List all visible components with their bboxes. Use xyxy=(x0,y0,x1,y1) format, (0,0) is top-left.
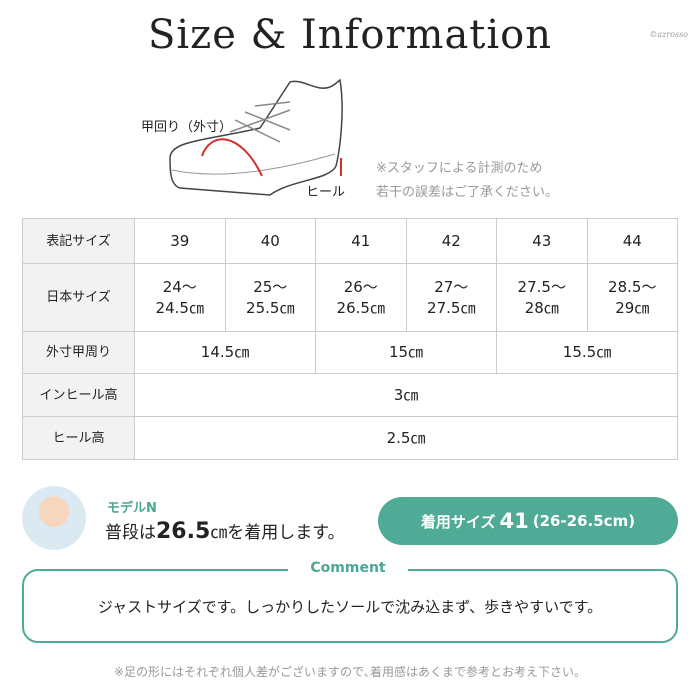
instep-measure-line xyxy=(201,138,263,177)
measurement-note-1: ※スタッフによる計測のため xyxy=(376,161,543,176)
cell-line: 24.5㎝ xyxy=(155,298,204,317)
unit: ㎝ xyxy=(210,523,228,543)
row-header: 外寸甲周り xyxy=(22,331,135,374)
cell-line: 26.5㎝ xyxy=(336,298,385,317)
cell: 15㎝ xyxy=(315,331,497,374)
cell: 27～ 27.5㎝ xyxy=(405,263,497,332)
worn-size-badge: 着用サイズ 41 (26-26.5cm) xyxy=(378,497,678,545)
cell-line: 28㎝ xyxy=(524,298,559,317)
cell-line: 26～ xyxy=(343,277,378,296)
heel-label: ヒール xyxy=(306,185,346,200)
cell: 39 xyxy=(134,218,226,264)
table-row-instep: 外寸甲周り 14.5㎝ 15㎝ 15.5㎝ xyxy=(22,331,678,374)
cell-line: 24～ xyxy=(162,277,197,296)
comment-text: ジャストサイズです。しっかりしたソールで沈み込まず、歩きやすいです。 xyxy=(97,598,603,616)
table-row-size: 表記サイズ 39 40 41 42 43 44 xyxy=(22,218,678,264)
table-row-heel: ヒール高 2.5㎝ xyxy=(22,416,678,460)
model-name: モデルN xyxy=(107,501,157,516)
cell-line: 27.5～ xyxy=(517,277,566,296)
cell-line: 28.5～ xyxy=(608,277,657,296)
cell-line: 29㎝ xyxy=(615,298,650,317)
comment-label: Comment xyxy=(288,560,408,576)
sole-line xyxy=(171,153,336,175)
instep-label: 甲回り（外寸） xyxy=(141,120,233,135)
cell: 40 xyxy=(224,218,316,264)
cell: 15.5㎝ xyxy=(496,331,678,374)
cell: 14.5㎝ xyxy=(134,331,316,374)
row-header: 表記サイズ xyxy=(22,218,135,264)
cell: 3㎝ xyxy=(134,373,678,417)
cell: 2.5㎝ xyxy=(134,416,678,460)
row-header: 日本サイズ xyxy=(22,263,135,332)
cell-line: 25～ xyxy=(253,277,288,296)
badge-size: 41 xyxy=(499,509,529,533)
model-avatar xyxy=(22,486,86,550)
text: を着用します。 xyxy=(227,523,345,543)
model-size: 26.5 xyxy=(156,519,211,544)
cell-line: 27.5㎝ xyxy=(427,298,476,317)
cell: 25～ 25.5㎝ xyxy=(224,263,316,332)
footer-note: ※足の形にはそれぞれ個人差がございますので､着用感はあくまで参考とお考え下さい。 xyxy=(113,665,587,679)
row-header: ヒール高 xyxy=(22,416,135,460)
badge-label: 着用サイズ xyxy=(420,512,496,531)
shoe-diagram xyxy=(169,78,343,196)
cell: 42 xyxy=(405,218,497,264)
shoe-outline xyxy=(169,78,343,196)
table-row-japan: 日本サイズ 24～ 24.5㎝ 25～ 25.5㎝ 26～ 26.5㎝ 27～ 27.5… xyxy=(22,263,678,332)
cell: 27.5～ 28㎝ xyxy=(496,263,588,332)
cell: 28.5～ 29㎝ xyxy=(586,263,678,332)
cell: 44 xyxy=(586,218,678,264)
row-header: インヒール高 xyxy=(22,373,135,417)
table-row-inheel: インヒール高 3㎝ xyxy=(22,373,678,417)
measurement-note-2: 若干の誤差はご了承ください。 xyxy=(376,185,559,200)
cell: 24～ 24.5㎝ xyxy=(134,263,226,332)
size-table: 表記サイズ 39 40 41 42 43 44 日本サイズ 24～ 24.5㎝ 2… xyxy=(22,218,678,460)
model-size-text: 普段は26.5㎝を着用します。 xyxy=(105,518,345,544)
cell: 41 xyxy=(315,218,407,264)
cell: 26～ 26.5㎝ xyxy=(315,263,407,332)
cell-line: 25.5㎝ xyxy=(246,298,295,317)
cell: 43 xyxy=(496,218,588,264)
text: 普段は xyxy=(105,523,156,543)
badge-range: (26-26.5cm) xyxy=(532,512,636,530)
brand-logo: ©azrosso xyxy=(649,30,688,39)
cell-line: 27～ xyxy=(434,277,469,296)
page-title: Size & Information xyxy=(147,12,553,58)
laces xyxy=(229,101,291,143)
